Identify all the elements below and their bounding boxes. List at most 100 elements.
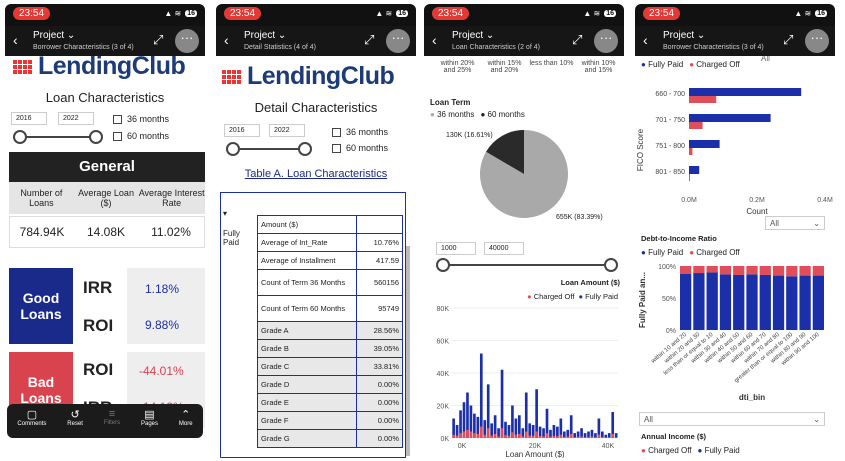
filter-dropdown-3[interactable]: All ⌄ (639, 412, 825, 426)
amount-from[interactable]: 1000 (436, 242, 476, 255)
date-from[interactable]: 2016 (11, 112, 47, 125)
more-icon[interactable]: ··· (805, 29, 829, 53)
x-tick: 0.2M (749, 197, 765, 204)
bar-fully-paid (479, 353, 483, 438)
bar-charged-off (583, 437, 587, 438)
more-icon[interactable]: ··· (175, 29, 199, 53)
x-axis-label: Loan Amount ($) (505, 450, 564, 458)
checkbox-36[interactable]: 36 months (113, 114, 169, 124)
bar-fully-paid (693, 273, 705, 330)
bar-fully-paid (719, 274, 732, 330)
x-tick: 0.4M (817, 197, 833, 204)
bar-charged-off (462, 431, 466, 438)
expand-icon[interactable]: ⤢ (783, 32, 794, 47)
expand-icon[interactable]: ⤢ (572, 32, 583, 47)
amount-legend: ● Charged Off ● Fully Paid (527, 292, 618, 301)
screen-borrower: 23:54 ▲ ≋ 16 ‹ Project ⌄ Borrower Charact… (5, 4, 205, 458)
bar-charged-off (455, 435, 459, 438)
bar-charged-off (469, 431, 473, 438)
row-label: Grade G (257, 429, 357, 448)
more-button[interactable]: ⌃ More (178, 409, 193, 427)
date-slider[interactable] (13, 130, 103, 144)
bar-fully-paid (542, 428, 545, 438)
date-slider[interactable] (226, 142, 312, 156)
bar-charged-off (518, 433, 521, 438)
row-value: 560156 (356, 269, 403, 296)
checkbox-36[interactable]: 36 months (332, 127, 388, 137)
battery-icon: 16 (185, 10, 197, 17)
bar-fully-paid (528, 423, 532, 438)
rate-bucket: less than 10% (529, 60, 574, 67)
clock: 23:54 (432, 7, 470, 20)
bottom-toolbar: ▢ Comments ↺ Reset ≡ Filters ▤ Pages ⌃ More (7, 404, 203, 438)
filters-button[interactable]: ≡ Filters (103, 408, 121, 426)
bar-charged-off (693, 266, 705, 274)
reset-button[interactable]: ↺ Reset (67, 409, 83, 427)
group-label: Fully Paid (223, 229, 240, 247)
project-title[interactable]: Project ⌄ (244, 30, 287, 41)
table-row: Grade C 33.81% (257, 357, 403, 376)
back-icon[interactable]: ‹ (643, 32, 648, 48)
expand-icon[interactable]: ⤢ (153, 32, 164, 47)
back-icon[interactable]: ‹ (224, 32, 229, 48)
date-to[interactable]: 2022 (269, 124, 305, 137)
x-axis-label: Count (746, 207, 768, 216)
row-label: Average of Int_Rate (257, 233, 357, 252)
bar-charged-off (689, 148, 693, 155)
amount-to[interactable]: 40000 (484, 242, 524, 255)
project-title[interactable]: Project ⌄ (452, 30, 495, 41)
bar-charged-off (597, 434, 601, 438)
bar-charged-off (531, 435, 535, 438)
bar-fully-paid (490, 423, 493, 438)
bar-charged-off (614, 437, 618, 438)
scrollbar[interactable] (406, 246, 410, 456)
rate-bucket: within 15% and 20% (487, 60, 522, 74)
bar-fully-paid (469, 405, 473, 438)
filter-dropdown-1[interactable]: All (761, 56, 770, 63)
nav-bar: ‹ Project ⌄ Detail Statistics (4 of 4) ⤢… (216, 26, 416, 56)
bar-charged-off (601, 436, 604, 438)
pie-chart (480, 130, 568, 218)
comments-button[interactable]: ▢ Comments (17, 409, 47, 427)
bar-fully-paid (680, 273, 692, 330)
checkbox-60[interactable]: 60 months (113, 131, 169, 141)
date-from[interactable]: 2016 (224, 124, 260, 137)
bar-fully-paid (786, 276, 798, 330)
logo: LendingClub (13, 56, 186, 81)
more-icon[interactable]: ··· (594, 29, 618, 53)
row-value (356, 215, 403, 234)
project-title[interactable]: Project ⌄ (663, 30, 706, 41)
more-icon[interactable]: ··· (386, 29, 410, 53)
back-icon[interactable]: ‹ (13, 32, 18, 48)
amount-chart-title: Loan Amount ($) (560, 278, 620, 287)
project-title[interactable]: Project ⌄ (33, 30, 76, 41)
battery-icon: 16 (604, 10, 616, 17)
annual-income-title: Annual Income ($) (641, 432, 707, 441)
checkbox-60[interactable]: 60 months (332, 143, 388, 153)
clock: 23:54 (13, 7, 51, 20)
bar-fully-paid (597, 418, 601, 438)
table-title[interactable]: Table A. Loan Characteristics (244, 168, 388, 180)
amount-histogram: 0K 20K 40K 60K 80K 0K 20K 40K Loan Amount ($) (437, 306, 618, 458)
back-icon[interactable]: ‹ (432, 32, 437, 48)
date-to[interactable]: 2022 (58, 112, 94, 125)
bar-charged-off (479, 426, 483, 438)
amount-slider[interactable] (436, 258, 620, 272)
row-value: 39.05% (356, 339, 403, 358)
bar-charged-off (459, 433, 462, 438)
bar-charged-off (733, 266, 745, 275)
nav-bar: ‹ Project ⌄ Loan Characteristics (2 of 4… (424, 26, 624, 56)
bar-fully-paid (545, 408, 549, 438)
filter-dropdown-2[interactable]: All ⌄ (765, 216, 825, 230)
bar-fully-paid (535, 389, 538, 438)
bar-charged-off (590, 436, 594, 438)
row-value: 0.00% (356, 411, 403, 430)
expand-icon[interactable]: ⤢ (364, 32, 375, 47)
table-row: Grade B 39.05% (257, 339, 403, 358)
col-avg-rate: Average Interest Rate (138, 188, 205, 208)
rate-bucket: within 20% and 25% (440, 60, 475, 74)
bar-charged-off (689, 174, 691, 181)
table-row: Grade A 28.56% (257, 321, 403, 340)
bar-fully-paid (455, 425, 459, 438)
pages-button[interactable]: ▤ Pages (141, 409, 159, 427)
